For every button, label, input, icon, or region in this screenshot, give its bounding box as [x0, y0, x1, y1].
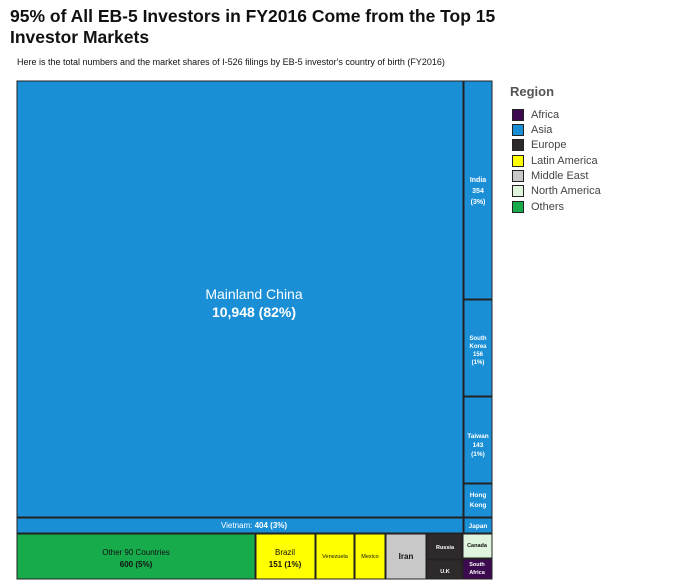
legend-label: Asia — [531, 123, 553, 136]
cell-label-hong-kong: Hong Kong — [470, 492, 487, 509]
cell-label-south-africa: South Africa — [469, 562, 486, 576]
legend-swatch — [512, 169, 524, 182]
cell-label-russia: Russia — [436, 545, 455, 551]
legend-swatch — [512, 184, 524, 197]
legend-label: Middle East — [531, 169, 589, 182]
chart-title: 95% of All EB-5 Investors in FY2016 Come… — [10, 6, 496, 47]
cell-label-taiwan: Taiwan 143 (1%) — [467, 433, 489, 458]
cell-label-canada: Canada — [467, 543, 488, 549]
legend-swatch — [512, 200, 524, 213]
treemap-cell-japan — [463, 517, 493, 534]
treemap-cell-south-korea — [463, 299, 493, 397]
cell-label-brazil: Brazil — [275, 548, 295, 557]
chart-subtitle: Here is the total numbers and the market… — [17, 57, 445, 67]
legend-item-north-america: North America — [512, 184, 601, 197]
legend-item-europe: Europe — [512, 138, 566, 151]
legend-label: North America — [531, 184, 601, 197]
treemap-cell-china — [16, 80, 464, 518]
treemap-cell-mexico — [354, 533, 386, 580]
legend-label: Others — [531, 200, 565, 213]
cell-label-vietnam: Vietnam: 404 (3%) — [221, 521, 287, 530]
treemap-cell-taiwan — [463, 396, 493, 484]
treemap-cell-venezuela — [315, 533, 355, 580]
legend-swatch — [512, 108, 524, 121]
treemap-cell-south-africa — [462, 558, 493, 580]
legend-item-latin-america: Latin America — [512, 154, 598, 167]
legend-swatch — [512, 154, 524, 167]
legend-item-asia: Asia — [512, 123, 552, 136]
cell-label-uk: U.K — [440, 569, 450, 575]
legend-swatch — [512, 123, 524, 136]
legend-swatch — [512, 138, 524, 151]
legend-label: Europe — [531, 138, 567, 151]
cell-label-south-korea: South Korea 156 (1%) — [469, 336, 487, 366]
cell-label-india: India 354 (3%) — [470, 177, 486, 206]
cell-label-japan: Japan — [469, 523, 488, 530]
treemap-cell-brazil — [255, 533, 316, 580]
cell-label-mexico: Mexico — [361, 554, 378, 560]
legend-item-africa: Africa — [512, 108, 559, 121]
cell-label-venezuela: Venezuela — [322, 554, 349, 560]
cell-label-iran: Iran — [399, 552, 414, 561]
legend-label: Latin America — [531, 154, 598, 167]
treemap-cell-uk — [426, 559, 463, 580]
treemap-cell-hong-kong — [463, 483, 493, 518]
treemap-cell-other — [16, 533, 256, 580]
treemap-cell-canada — [462, 533, 493, 559]
cell-value-brazil: 151 (1%) — [269, 560, 302, 569]
legend-title: Region — [510, 84, 555, 99]
treemap-cell-russia — [426, 533, 463, 560]
legend-label: Africa — [531, 108, 560, 121]
cell-value-china: 10,948 (82%) — [212, 304, 296, 320]
legend-item-middle-east: Middle East — [512, 169, 588, 182]
cell-label-china: Mainland China — [205, 286, 302, 302]
treemap-cell-vietnam — [16, 517, 464, 534]
cell-label-other: Other 90 Countries — [102, 548, 170, 557]
cell-value-other: 600 (5%) — [120, 560, 153, 569]
legend-item-others: Others — [512, 200, 564, 213]
treemap-cell-iran — [385, 533, 427, 580]
treemap-cell-india — [463, 80, 493, 300]
